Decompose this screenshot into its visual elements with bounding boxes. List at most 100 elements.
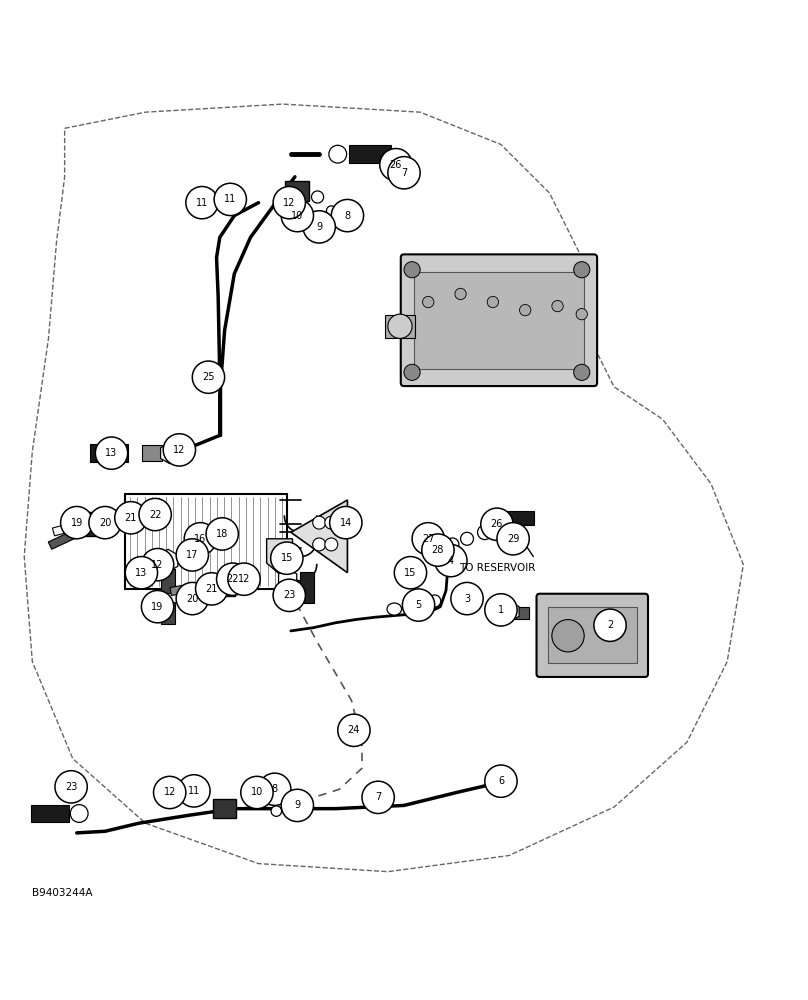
Ellipse shape (387, 603, 402, 615)
Ellipse shape (221, 536, 229, 544)
Circle shape (141, 548, 174, 581)
Bar (170, 582, 202, 596)
Circle shape (281, 789, 314, 822)
Text: 28: 28 (431, 545, 444, 555)
Text: 16: 16 (194, 534, 207, 544)
Circle shape (455, 288, 466, 300)
Text: 15: 15 (404, 568, 417, 578)
Text: 14: 14 (339, 518, 352, 528)
Bar (300, 572, 314, 603)
Ellipse shape (326, 206, 336, 216)
Ellipse shape (70, 805, 88, 822)
Circle shape (313, 538, 326, 551)
Circle shape (576, 309, 587, 320)
Text: 12: 12 (283, 198, 296, 208)
Circle shape (331, 199, 364, 232)
Polygon shape (161, 443, 179, 464)
Circle shape (217, 563, 249, 595)
Text: 4: 4 (448, 556, 454, 566)
Bar (368, 797, 388, 805)
Bar (48, 528, 81, 549)
Ellipse shape (498, 774, 512, 788)
Bar (142, 445, 162, 461)
Bar (125, 494, 287, 589)
Ellipse shape (508, 534, 518, 544)
Circle shape (125, 557, 158, 589)
Circle shape (184, 523, 217, 555)
Text: 2: 2 (607, 620, 613, 630)
Text: 21: 21 (205, 584, 218, 594)
Circle shape (485, 765, 517, 797)
Text: 7: 7 (375, 792, 381, 802)
Bar (161, 602, 175, 624)
Bar (414, 272, 584, 369)
Circle shape (404, 364, 420, 380)
Circle shape (303, 211, 335, 243)
Text: 9: 9 (294, 800, 301, 810)
Circle shape (325, 538, 338, 551)
Text: 21: 21 (124, 513, 137, 523)
FancyBboxPatch shape (401, 254, 597, 386)
Circle shape (141, 590, 174, 623)
Circle shape (89, 506, 121, 539)
Bar (500, 511, 534, 525)
Bar (199, 533, 218, 545)
Circle shape (338, 714, 370, 746)
Circle shape (325, 516, 338, 529)
Text: 19: 19 (70, 518, 83, 528)
Text: 9: 9 (316, 222, 322, 232)
Text: 29: 29 (507, 534, 520, 544)
Polygon shape (158, 549, 178, 572)
Text: 8: 8 (344, 211, 351, 221)
Circle shape (176, 539, 208, 571)
Bar (213, 799, 236, 818)
Circle shape (95, 437, 128, 469)
Circle shape (402, 589, 435, 621)
Text: TO RESERVOIR: TO RESERVOIR (459, 563, 536, 573)
Text: 25: 25 (202, 372, 215, 382)
Text: 12: 12 (151, 560, 164, 570)
Text: 12: 12 (163, 787, 176, 797)
Circle shape (423, 296, 434, 308)
Bar (90, 444, 128, 462)
Circle shape (196, 573, 228, 605)
Circle shape (412, 523, 444, 555)
Polygon shape (279, 569, 297, 590)
Bar (393, 169, 415, 177)
Ellipse shape (271, 806, 282, 816)
Circle shape (574, 262, 590, 278)
Circle shape (451, 582, 483, 615)
Circle shape (435, 544, 467, 577)
Ellipse shape (167, 783, 180, 796)
Circle shape (362, 781, 394, 814)
Circle shape (380, 149, 412, 181)
Text: 1: 1 (498, 605, 504, 615)
Text: 23: 23 (65, 782, 78, 792)
Text: 23: 23 (283, 590, 296, 600)
Text: 11: 11 (224, 194, 237, 204)
Text: 7: 7 (401, 168, 407, 178)
Circle shape (178, 775, 210, 807)
Text: 26: 26 (490, 519, 503, 529)
Ellipse shape (461, 532, 473, 545)
Text: 22: 22 (149, 510, 162, 520)
Bar (513, 607, 529, 619)
Ellipse shape (446, 538, 459, 551)
Circle shape (186, 186, 218, 219)
Circle shape (574, 364, 590, 380)
Circle shape (313, 516, 326, 529)
Circle shape (552, 620, 584, 652)
Circle shape (61, 506, 93, 539)
Circle shape (241, 776, 273, 809)
Circle shape (520, 304, 531, 316)
Text: 10: 10 (250, 787, 263, 797)
Text: 5: 5 (415, 600, 422, 610)
Text: B9403244A: B9403244A (32, 888, 93, 898)
Text: 6: 6 (498, 776, 504, 786)
Ellipse shape (198, 591, 206, 599)
Ellipse shape (329, 145, 347, 163)
Circle shape (485, 594, 517, 626)
Ellipse shape (493, 605, 506, 618)
Circle shape (139, 498, 171, 531)
Ellipse shape (284, 809, 294, 818)
